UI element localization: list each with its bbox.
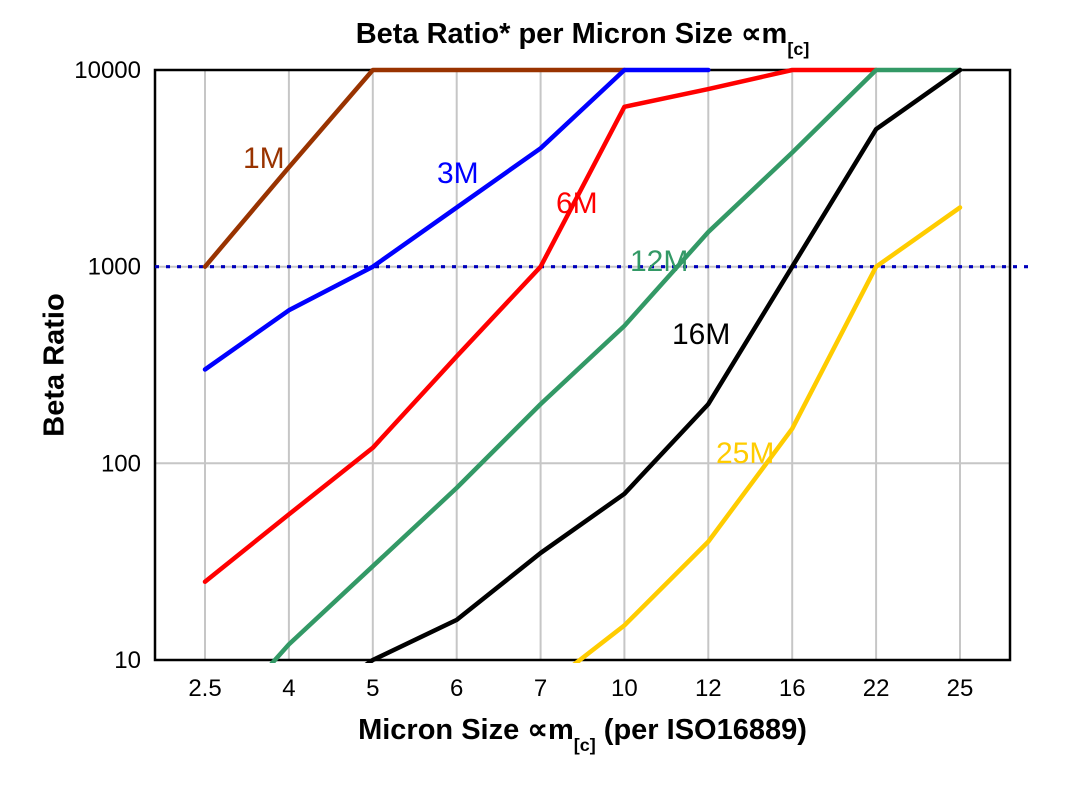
svg-text:1M: 1M — [243, 142, 285, 175]
chart-title: Beta Ratio* per Micron Size ∝m[c] — [155, 16, 1010, 59]
svg-text:25M: 25M — [716, 437, 774, 470]
y-axis-label: Beta Ratio — [38, 293, 71, 437]
svg-text:12: 12 — [695, 675, 722, 702]
svg-text:10000: 10000 — [74, 57, 141, 84]
svg-text:3M: 3M — [437, 157, 479, 190]
x-axis-label-suffix: (per ISO16889) — [595, 714, 807, 746]
svg-text:10: 10 — [114, 647, 141, 674]
svg-text:12M: 12M — [630, 245, 688, 278]
svg-text:25: 25 — [947, 675, 974, 702]
chart-title-subscript: [c] — [787, 38, 810, 59]
svg-text:22: 22 — [863, 675, 890, 702]
svg-text:5: 5 — [366, 675, 379, 702]
svg-text:4: 4 — [282, 675, 295, 702]
svg-text:16M: 16M — [672, 318, 730, 351]
x-axis-label: Micron Size ∝m[c] (per ISO16889) — [155, 712, 1010, 755]
svg-text:16: 16 — [779, 675, 806, 702]
x-axis-label-subscript: [c] — [573, 734, 596, 755]
svg-text:7: 7 — [534, 675, 547, 702]
svg-text:100: 100 — [101, 450, 141, 477]
svg-text:2.5: 2.5 — [188, 675, 221, 702]
x-axis-label-text: Micron Size ∝m — [358, 714, 574, 746]
svg-text:1000: 1000 — [88, 254, 141, 281]
svg-text:6: 6 — [450, 675, 463, 702]
svg-text:10: 10 — [611, 675, 638, 702]
svg-text:6M: 6M — [556, 187, 598, 220]
chart-title-text: Beta Ratio* per Micron Size ∝m — [355, 18, 788, 50]
